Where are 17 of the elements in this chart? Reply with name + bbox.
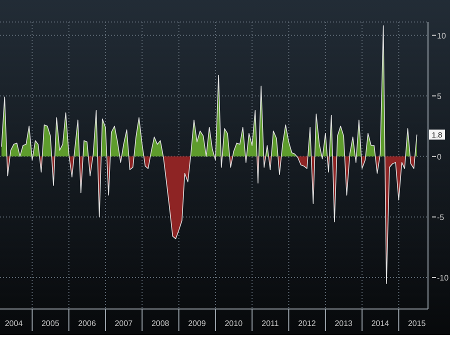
y-tick-label: 0 — [437, 152, 442, 162]
y-tick-label: -10 — [437, 274, 450, 283]
x-tick-label: 2012 — [298, 319, 316, 328]
x-tick-label: 2006 — [78, 319, 96, 328]
y-tick-label: 5 — [437, 92, 442, 101]
x-tick-label: 2015 — [408, 319, 426, 328]
x-tick-label: 2009 — [188, 319, 206, 328]
x-tick-label: 2013 — [334, 319, 354, 328]
x-tick-label: 2010 — [224, 319, 244, 328]
x-tick-label: 2008 — [151, 319, 170, 328]
x-tick-label: 2014 — [371, 319, 390, 328]
x-tick-label: 2004 — [4, 319, 24, 328]
x-tick-label: 2011 — [262, 319, 280, 328]
x-tick-label: 2005 — [41, 319, 60, 328]
y-tick-label: -5 — [437, 212, 445, 222]
x-tick-label: 2007 — [114, 319, 134, 328]
y-tick-label: 10 — [437, 31, 446, 40]
